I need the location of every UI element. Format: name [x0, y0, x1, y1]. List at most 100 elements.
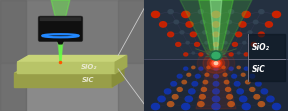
Circle shape	[214, 53, 218, 56]
Circle shape	[212, 60, 220, 66]
Circle shape	[184, 67, 188, 70]
Polygon shape	[112, 67, 124, 87]
Bar	[248, 34, 285, 81]
Circle shape	[160, 22, 166, 27]
Circle shape	[203, 80, 208, 84]
Circle shape	[177, 87, 182, 91]
Circle shape	[255, 82, 261, 86]
Circle shape	[214, 62, 218, 65]
Circle shape	[172, 95, 178, 99]
Polygon shape	[115, 56, 127, 73]
Circle shape	[259, 10, 264, 14]
Circle shape	[167, 102, 174, 107]
Circle shape	[174, 20, 179, 24]
Circle shape	[224, 80, 229, 84]
Circle shape	[244, 67, 248, 70]
Bar	[0, 0, 144, 61]
Circle shape	[234, 82, 240, 86]
Circle shape	[185, 96, 192, 102]
Circle shape	[227, 95, 232, 99]
Circle shape	[267, 96, 274, 102]
Circle shape	[254, 95, 260, 99]
Circle shape	[205, 41, 208, 44]
Circle shape	[207, 66, 210, 69]
Circle shape	[240, 96, 247, 102]
Circle shape	[182, 103, 190, 110]
Circle shape	[199, 67, 203, 70]
Circle shape	[214, 74, 218, 78]
Circle shape	[243, 41, 246, 44]
Circle shape	[186, 22, 193, 27]
Text: SiC: SiC	[82, 77, 94, 83]
Circle shape	[232, 74, 236, 78]
Circle shape	[253, 20, 258, 24]
Circle shape	[213, 22, 219, 27]
Circle shape	[212, 96, 220, 102]
Circle shape	[182, 11, 190, 18]
Circle shape	[237, 89, 243, 94]
Circle shape	[199, 53, 203, 56]
Circle shape	[184, 53, 188, 56]
Polygon shape	[180, 0, 252, 54]
Bar	[0, 0, 26, 111]
Circle shape	[242, 103, 250, 110]
FancyBboxPatch shape	[144, 0, 288, 59]
Circle shape	[207, 52, 210, 54]
Circle shape	[186, 41, 189, 44]
Circle shape	[251, 43, 256, 46]
Circle shape	[214, 67, 218, 70]
Circle shape	[203, 53, 229, 73]
Polygon shape	[14, 73, 112, 87]
Polygon shape	[196, 59, 236, 109]
Circle shape	[212, 103, 220, 110]
Circle shape	[222, 66, 225, 69]
Circle shape	[187, 73, 191, 76]
Circle shape	[239, 22, 246, 27]
Circle shape	[248, 31, 252, 34]
Circle shape	[210, 59, 222, 68]
Polygon shape	[57, 40, 64, 44]
Circle shape	[198, 102, 204, 107]
Circle shape	[198, 10, 203, 14]
Circle shape	[246, 80, 250, 84]
Circle shape	[228, 10, 234, 14]
Circle shape	[237, 52, 240, 54]
Circle shape	[207, 57, 225, 70]
Circle shape	[192, 52, 195, 54]
Circle shape	[196, 74, 200, 78]
Circle shape	[176, 43, 181, 46]
Circle shape	[192, 66, 195, 69]
Circle shape	[236, 32, 242, 37]
Circle shape	[229, 53, 233, 56]
Circle shape	[213, 89, 219, 94]
Circle shape	[190, 32, 196, 37]
Circle shape	[224, 41, 227, 44]
Polygon shape	[58, 41, 63, 61]
Circle shape	[201, 87, 206, 91]
Circle shape	[222, 52, 225, 54]
Circle shape	[151, 11, 160, 18]
Circle shape	[192, 82, 198, 86]
Circle shape	[272, 103, 281, 110]
Circle shape	[258, 102, 264, 107]
Circle shape	[205, 73, 209, 76]
Circle shape	[261, 89, 268, 94]
Circle shape	[232, 43, 237, 46]
FancyBboxPatch shape	[38, 16, 83, 42]
Circle shape	[229, 67, 233, 70]
Polygon shape	[17, 56, 127, 62]
Bar	[0, 0, 144, 63]
Circle shape	[195, 43, 200, 46]
Circle shape	[237, 66, 240, 69]
Circle shape	[250, 87, 255, 91]
Circle shape	[151, 103, 160, 110]
Circle shape	[197, 49, 235, 78]
Text: SiO₂: SiO₂	[81, 64, 97, 70]
Circle shape	[265, 22, 272, 27]
Circle shape	[226, 31, 229, 34]
Circle shape	[226, 87, 231, 91]
Circle shape	[182, 80, 186, 84]
Circle shape	[242, 11, 250, 18]
Polygon shape	[210, 0, 222, 54]
Circle shape	[200, 20, 205, 24]
